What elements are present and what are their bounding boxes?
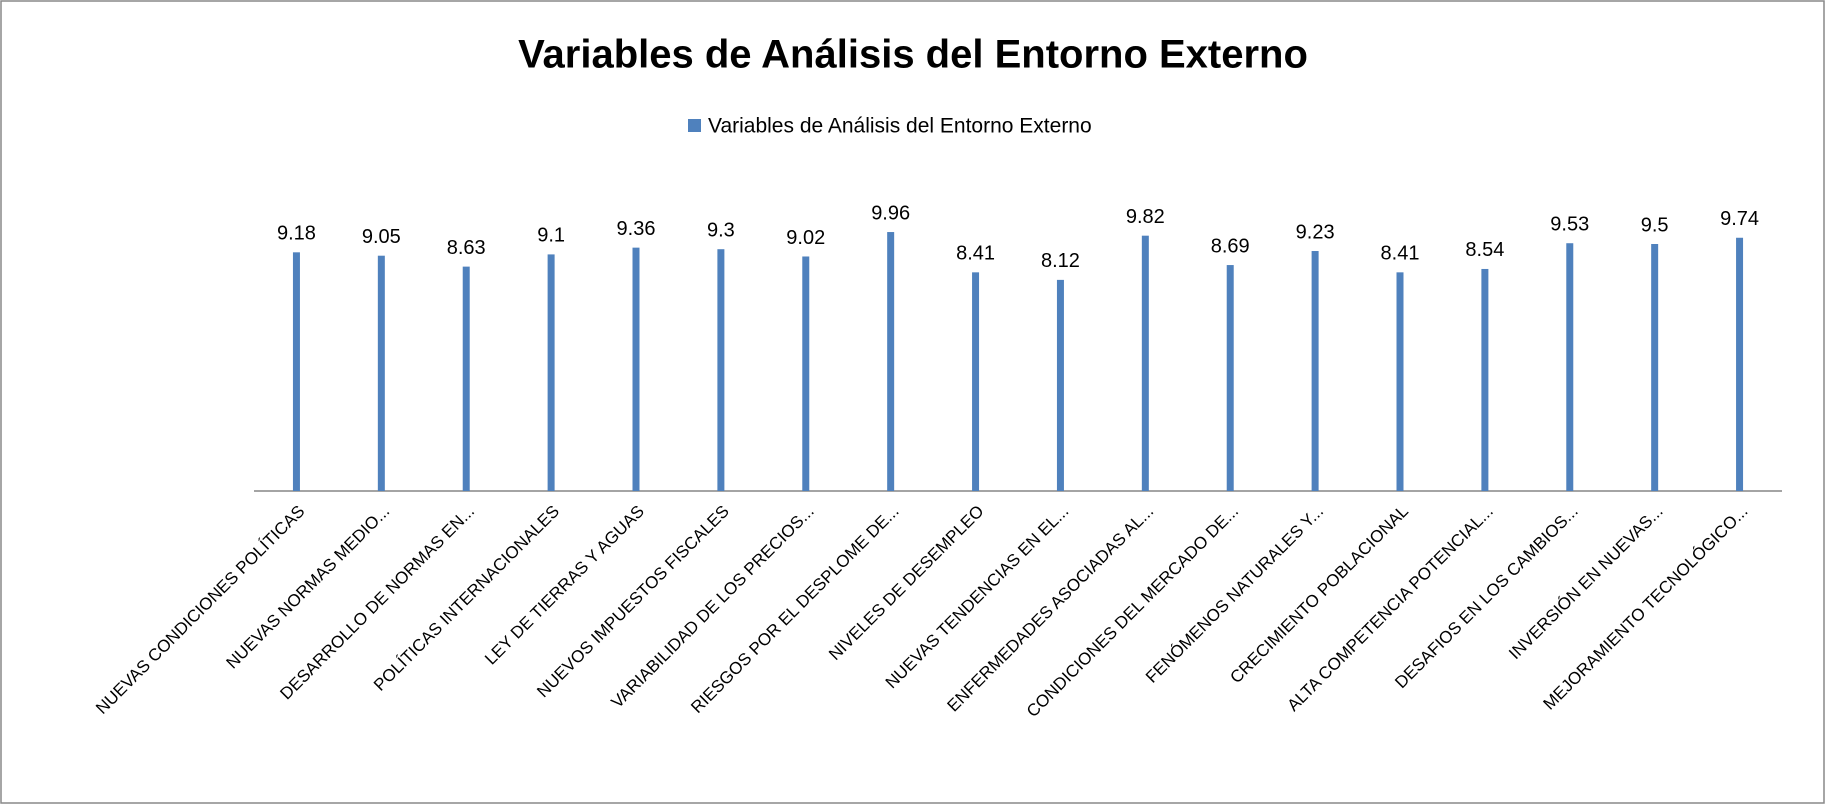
data-label: 9.96: [871, 202, 910, 224]
bar: [1141, 235, 1149, 491]
legend-label: Variables de Análisis del Entorno Extern…: [708, 115, 1092, 138]
data-label: 9.3: [707, 219, 735, 241]
bar: [462, 266, 470, 491]
data-label: 8.41: [1381, 243, 1420, 265]
bar: [1226, 265, 1234, 491]
data-label: 9.23: [1296, 221, 1335, 243]
bar: [547, 254, 555, 491]
data-label: 8.41: [956, 243, 995, 265]
data-label: 9.53: [1550, 214, 1589, 236]
chart-title: Variables de Análisis del Entorno Extern…: [518, 33, 1308, 77]
data-label: 9.05: [362, 226, 401, 248]
bar: [1311, 251, 1319, 491]
legend-swatch: [688, 119, 701, 132]
data-label: 8.69: [1211, 235, 1250, 257]
bar: [1396, 272, 1404, 491]
data-label: 9.5: [1641, 214, 1669, 236]
data-label: 8.54: [1465, 239, 1504, 261]
bar: [887, 232, 895, 492]
bar: [1481, 268, 1489, 491]
data-label: 9.74: [1720, 208, 1759, 230]
bar: [802, 256, 810, 491]
data-label: 8.63: [447, 237, 486, 259]
data-label: 9.36: [617, 218, 656, 240]
data-label: 9.18: [277, 223, 316, 245]
bar: [972, 272, 980, 491]
bar: [1651, 244, 1659, 491]
bar: [292, 252, 300, 491]
bar: [1736, 237, 1744, 491]
bar: [1566, 243, 1574, 491]
data-label: 9.1: [537, 225, 565, 247]
data-label: 9.82: [1126, 206, 1165, 228]
bar: [1056, 279, 1064, 491]
bar: [717, 249, 725, 491]
bar: [632, 247, 640, 491]
data-label: 9.02: [786, 227, 825, 249]
data-label: 8.12: [1041, 250, 1080, 272]
bar: [377, 255, 385, 491]
